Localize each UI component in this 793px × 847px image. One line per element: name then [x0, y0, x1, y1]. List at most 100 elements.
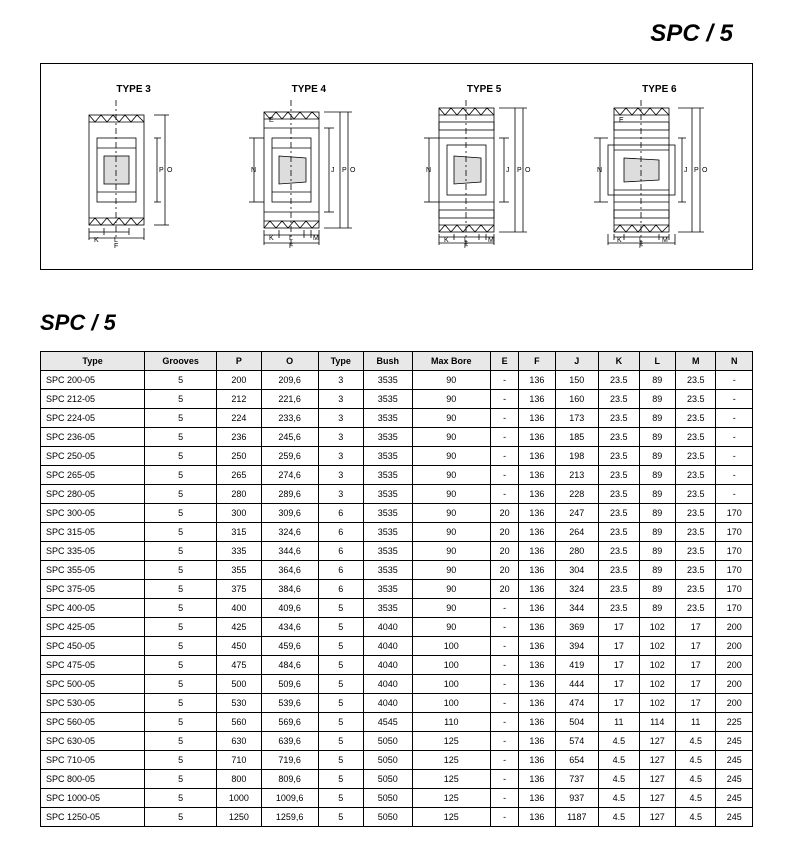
table-header: Bush — [363, 352, 412, 371]
dim-k: K — [444, 237, 449, 244]
table-cell: 355 — [217, 561, 262, 580]
table-cell: 170 — [716, 542, 753, 561]
table-cell: SPC 425-05 — [41, 618, 145, 637]
table-cell: 136 — [519, 599, 555, 618]
table-header: O — [261, 352, 318, 371]
table-cell: 1187 — [555, 808, 599, 827]
table-cell: 5 — [145, 751, 217, 770]
table-cell: 6 — [318, 580, 363, 599]
table-cell: 90 — [412, 561, 490, 580]
table-cell: - — [491, 732, 519, 751]
table-cell: 4.5 — [675, 808, 716, 827]
dim-o: O — [350, 167, 356, 174]
table-cell: 425 — [217, 618, 262, 637]
table-cell: 5 — [145, 770, 217, 789]
table-row: SPC 560-055560569,654545110-136504111141… — [41, 713, 753, 732]
table-cell: SPC 500-05 — [41, 675, 145, 694]
table-cell: 569,6 — [261, 713, 318, 732]
table-cell: 89 — [639, 485, 675, 504]
table-cell: 3535 — [363, 447, 412, 466]
table-cell: 4.5 — [675, 770, 716, 789]
table-cell: 23.5 — [599, 485, 640, 504]
table-cell: 136 — [519, 618, 555, 637]
table-cell: 3535 — [363, 523, 412, 542]
table-cell: 17 — [599, 618, 640, 637]
table-cell: - — [491, 656, 519, 675]
table-header: E — [491, 352, 519, 371]
table-cell: 1259,6 — [261, 808, 318, 827]
table-cell: 23.5 — [675, 580, 716, 599]
table-cell: - — [491, 675, 519, 694]
table-cell: 90 — [412, 409, 490, 428]
table-cell: 450 — [217, 637, 262, 656]
table-header: Grooves — [145, 352, 217, 371]
table-cell: 224 — [217, 409, 262, 428]
table-cell: 245 — [716, 808, 753, 827]
table-cell: SPC 450-05 — [41, 637, 145, 656]
table-cell: 4040 — [363, 637, 412, 656]
table-cell: SPC 475-05 — [41, 656, 145, 675]
table-cell: 17 — [599, 675, 640, 694]
table-cell: 5050 — [363, 751, 412, 770]
table-row: SPC 335-055335344,663535902013628023.589… — [41, 542, 753, 561]
table-cell: SPC 200-05 — [41, 371, 145, 390]
table-cell: 4.5 — [675, 789, 716, 808]
table-cell: 23.5 — [675, 504, 716, 523]
diagram-type4: TYPE 4 — [228, 84, 389, 250]
table-cell: 5 — [145, 656, 217, 675]
table-cell: 264 — [555, 523, 599, 542]
table-cell: SPC 1250-05 — [41, 808, 145, 827]
dim-m: M — [488, 237, 494, 244]
table-cell: 136 — [519, 656, 555, 675]
dim-f: F — [114, 243, 118, 250]
table-cell: SPC 300-05 — [41, 504, 145, 523]
table-cell: - — [491, 428, 519, 447]
table-cell: 90 — [412, 618, 490, 637]
table-cell: 1009,6 — [261, 789, 318, 808]
table-cell: 17 — [599, 694, 640, 713]
table-cell: 710 — [217, 751, 262, 770]
dim-n: N — [251, 167, 256, 174]
table-header: Max Bore — [412, 352, 490, 371]
table-cell: SPC 1000-05 — [41, 789, 145, 808]
table-cell: 170 — [716, 523, 753, 542]
dim-l: L — [289, 235, 293, 242]
table-cell: 136 — [519, 485, 555, 504]
table-cell: 110 — [412, 713, 490, 732]
table-row: SPC 1000-05510001009,655050125-1369374.5… — [41, 789, 753, 808]
table-row: SPC 710-055710719,655050125-1366544.5127… — [41, 751, 753, 770]
table-row: SPC 475-055475484,654040100-136419171021… — [41, 656, 753, 675]
table-cell: 3535 — [363, 599, 412, 618]
table-cell: 136 — [519, 637, 555, 656]
table-cell: 280 — [217, 485, 262, 504]
table-cell: 394 — [555, 637, 599, 656]
table-cell: 228 — [555, 485, 599, 504]
table-cell: 5 — [318, 656, 363, 675]
table-header: L — [639, 352, 675, 371]
table-cell: 90 — [412, 447, 490, 466]
table-cell: 3535 — [363, 485, 412, 504]
table-cell: 17 — [675, 656, 716, 675]
table-cell: - — [716, 485, 753, 504]
dim-o: O — [702, 167, 708, 174]
table-cell: 250 — [217, 447, 262, 466]
table-cell: SPC 530-05 — [41, 694, 145, 713]
table-cell: - — [491, 599, 519, 618]
table-cell: 719,6 — [261, 751, 318, 770]
table-cell: SPC 265-05 — [41, 466, 145, 485]
table-cell: 800 — [217, 770, 262, 789]
table-cell: 289,6 — [261, 485, 318, 504]
table-cell: 20 — [491, 580, 519, 599]
table-cell: 5 — [318, 675, 363, 694]
table-cell: 90 — [412, 542, 490, 561]
table-cell: 5 — [145, 599, 217, 618]
table-cell: 304 — [555, 561, 599, 580]
dim-m: M — [313, 235, 319, 242]
table-cell: 375 — [217, 580, 262, 599]
table-cell: 5 — [145, 447, 217, 466]
table-cell: 5 — [145, 808, 217, 827]
table-cell: 170 — [716, 504, 753, 523]
table-cell: SPC 236-05 — [41, 428, 145, 447]
table-cell: 3 — [318, 428, 363, 447]
table-header: Type — [318, 352, 363, 371]
